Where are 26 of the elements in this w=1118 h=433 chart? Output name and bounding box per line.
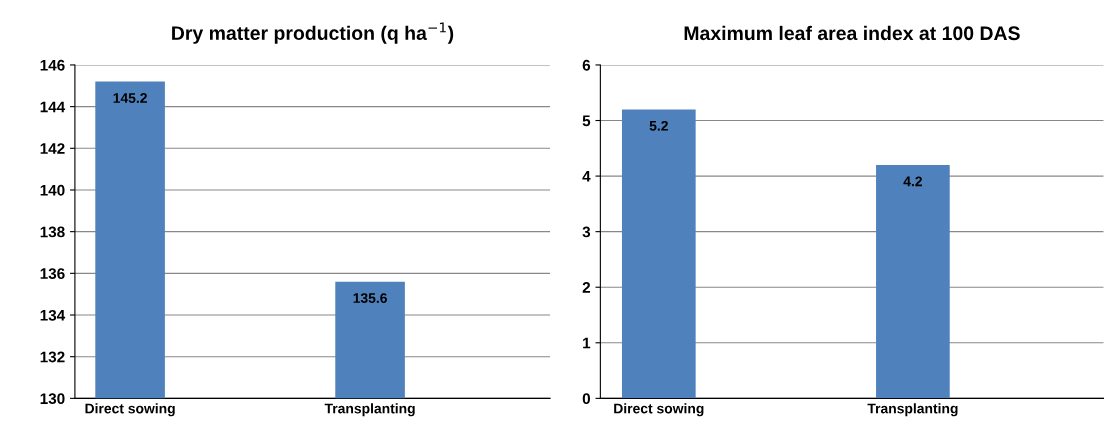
y-tick-label: 140 bbox=[40, 184, 65, 196]
data-label: 135.6 bbox=[353, 293, 387, 303]
y-tick-label: 4 bbox=[582, 171, 591, 182]
data-label: 5.2 bbox=[649, 120, 668, 131]
y-tick-label: 5 bbox=[582, 115, 591, 127]
y-tick-label: 132 bbox=[40, 351, 65, 363]
y-tick-label: 144 bbox=[40, 101, 66, 113]
y-tick-label: 6 bbox=[582, 59, 591, 71]
y-tick-label: 136 bbox=[40, 268, 65, 280]
x-tick-label: Direct sowing bbox=[85, 403, 175, 417]
y-tick-label: 142 bbox=[40, 143, 65, 154]
x-tick-label: Transplanting bbox=[867, 403, 958, 417]
y-tick-label: 138 bbox=[40, 226, 65, 238]
y-tick-label: 146 bbox=[40, 59, 65, 71]
x-tick-label: Direct sowing bbox=[614, 403, 704, 417]
x-tick-label: Transplanting bbox=[324, 403, 415, 417]
chart-title: Maximum leaf area index at 100 DAS bbox=[684, 25, 1020, 41]
y-tick-label: 2 bbox=[582, 282, 591, 293]
y-tick-label: 134 bbox=[40, 309, 66, 321]
data-label: 4.2 bbox=[903, 176, 922, 187]
y-tick-label: 1 bbox=[583, 337, 591, 349]
y-tick-label: 0 bbox=[582, 393, 591, 405]
data-label: 145.2 bbox=[113, 93, 147, 103]
y-tick-label: 130 bbox=[40, 393, 65, 405]
chart-title: Dry matter production (q ha$^{−1}$) bbox=[172, 22, 454, 44]
y-tick-label: 3 bbox=[582, 226, 591, 238]
